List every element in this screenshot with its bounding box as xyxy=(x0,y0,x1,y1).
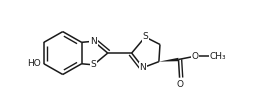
Text: CH₃: CH₃ xyxy=(210,52,226,61)
Text: S: S xyxy=(142,32,148,41)
Text: O: O xyxy=(191,52,198,61)
Text: S: S xyxy=(91,60,96,69)
Text: O: O xyxy=(176,80,183,89)
Text: HO: HO xyxy=(27,59,41,68)
Polygon shape xyxy=(159,58,179,62)
Text: N: N xyxy=(90,37,97,46)
Text: N: N xyxy=(140,63,146,72)
